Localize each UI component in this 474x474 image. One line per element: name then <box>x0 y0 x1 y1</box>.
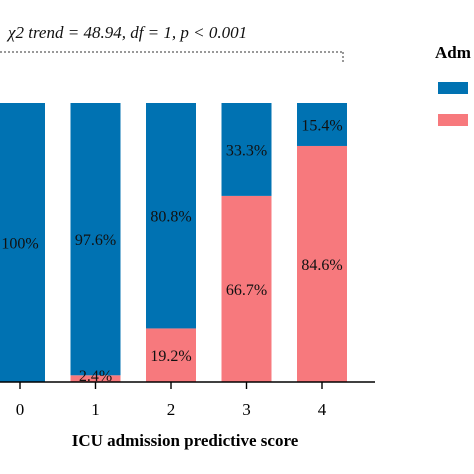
bar-series-2-4 <box>297 145 347 382</box>
data-label-series-1-2: 80.8% <box>150 209 191 226</box>
bar-series-1-2 <box>146 103 196 329</box>
x-tick-label-0: 0 <box>16 400 25 419</box>
legend-swatch-series-2 <box>438 114 468 126</box>
data-label-series-1-0: 100% <box>1 236 38 253</box>
data-label-series-1-4: 15.4% <box>301 117 342 134</box>
data-label-series-2-4: 84.6% <box>301 257 342 274</box>
bar-series-2-3 <box>221 195 272 382</box>
data-label-series-2-2: 19.2% <box>150 348 191 365</box>
x-tick-label-2: 2 <box>167 400 176 419</box>
plot-area: 100% 0 97.6% 2.4% 1 80.8% 19.2% 2 33.3% 66.7% 3 15.… <box>0 103 347 419</box>
x-tick-label-1: 1 <box>91 400 100 419</box>
legend: Adm <box>435 43 471 126</box>
data-label-series-2-3: 66.7% <box>226 282 267 299</box>
data-label-series-1-1: 97.6% <box>75 232 116 249</box>
x-tick-label-3: 3 <box>242 400 251 419</box>
bar-series-2-2 <box>146 328 196 382</box>
trend-annotation: χ2 trend = 48.94, df = 1, p < 0.001 <box>6 23 247 42</box>
legend-swatch-series-1 <box>438 82 468 94</box>
bar-series-1-0 <box>0 103 45 382</box>
bar-series-2-1 <box>70 375 121 382</box>
legend-title: Adm <box>435 43 471 62</box>
bar-series-1-1 <box>70 103 121 376</box>
x-axis-label: ICU admission predictive score <box>72 431 299 450</box>
data-label-series-1-3: 33.3% <box>226 142 267 159</box>
bar-series-1-3 <box>221 103 272 196</box>
data-label-series-2-1: 2.4% <box>79 368 112 385</box>
x-tick-label-4: 4 <box>318 400 327 419</box>
bar-series-1-4 <box>297 103 347 146</box>
